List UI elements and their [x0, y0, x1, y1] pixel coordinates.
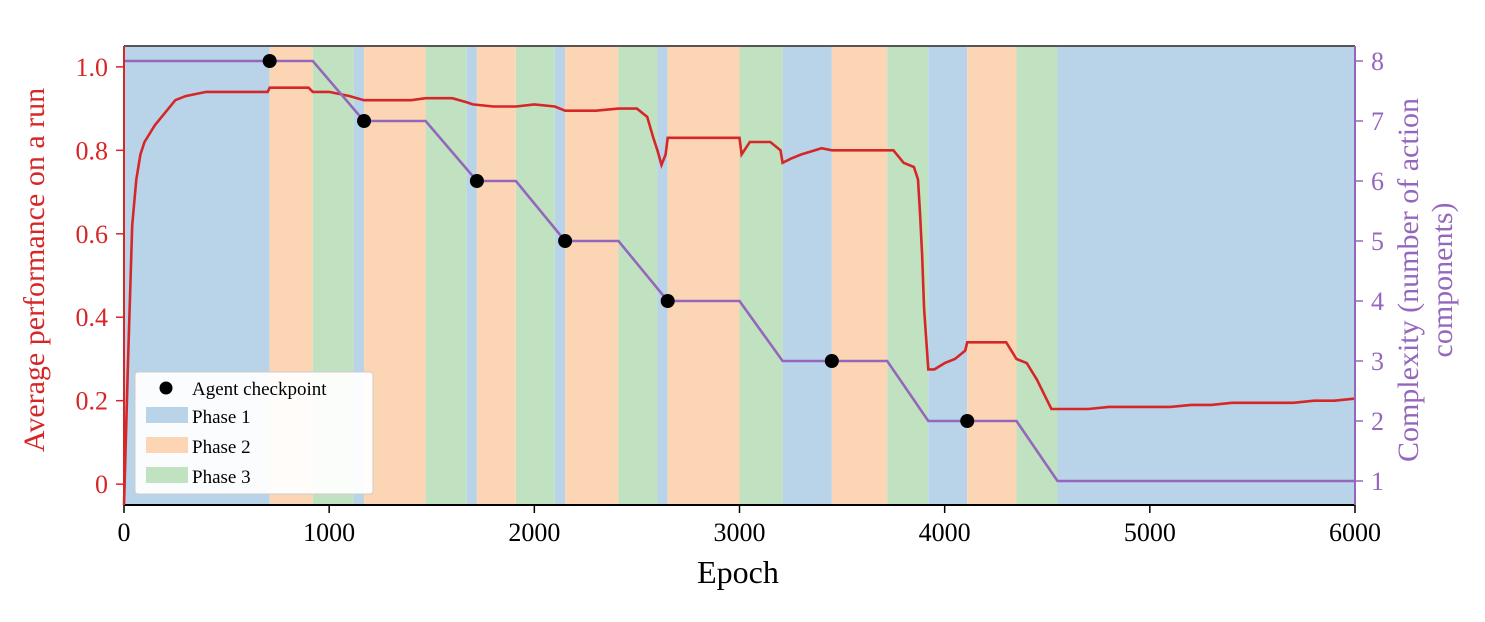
y-right-tick-label: 8 — [1371, 47, 1384, 76]
y-axis-left-label: Average performance on a run — [18, 88, 51, 452]
legend-swatch-phase-1 — [146, 407, 188, 423]
checkpoint-marker — [960, 414, 975, 428]
x-tick-label: 6000 — [1329, 518, 1381, 547]
y-left-tick-label: 1.0 — [76, 53, 109, 82]
legend-label-phase-3: Phase 3 — [192, 467, 251, 488]
checkpoint-marker — [469, 174, 484, 188]
phase-band-1 — [353, 46, 365, 505]
phase-bands — [124, 46, 1355, 505]
phase-band-1 — [928, 46, 968, 505]
y-right-tick-label: 7 — [1371, 107, 1384, 136]
phase-band-3 — [425, 46, 467, 505]
x-axis-label: Epoch — [697, 554, 779, 590]
y-right-tick-label: 3 — [1371, 347, 1384, 376]
phase-band-2 — [476, 46, 516, 505]
legend-label-phase-1: Phase 1 — [192, 407, 251, 428]
legend-checkpoint-marker — [159, 381, 173, 395]
x-tick-label: 0 — [118, 518, 131, 547]
performance-line — [122, 86, 1356, 506]
y-left-tick-label: 0.2 — [76, 387, 109, 416]
legend-label-phase-2: Phase 2 — [192, 437, 251, 458]
phase-band-2 — [565, 46, 619, 505]
legend: Agent checkpoint Phase 1 Phase 2 Phase 3 — [134, 371, 374, 495]
y-right-tick-label: 6 — [1371, 167, 1384, 196]
y-left-tick-label: 0 — [95, 470, 108, 499]
phase-band-2 — [667, 46, 740, 505]
checkpoint-marker — [824, 354, 839, 368]
phase-band-1 — [466, 46, 477, 505]
y-right-tick-label: 5 — [1371, 227, 1384, 256]
phase-band-3 — [887, 46, 929, 505]
legend-box — [134, 371, 374, 495]
checkpoint-marker — [357, 114, 372, 128]
phase-band-2 — [364, 46, 426, 505]
y-right-tick-label: 4 — [1371, 287, 1384, 316]
checkpoint-marker — [660, 294, 675, 308]
y-axis-right-ticks: 1 2 3 4 5 6 7 8 — [1355, 47, 1384, 496]
y-left-tick-label: 0.8 — [76, 136, 109, 165]
checkpoint-markers — [262, 54, 975, 428]
x-tick-label: 4000 — [919, 518, 971, 547]
phase-band-3 — [618, 46, 658, 505]
x-tick-label: 5000 — [1124, 518, 1176, 547]
x-tick-label: 1000 — [303, 518, 355, 547]
phase-band-2 — [831, 46, 888, 505]
y-axis-right-label-line-2: components) — [1426, 203, 1459, 358]
y-left-tick-label: 0.6 — [76, 220, 109, 249]
phase-band-1 — [782, 46, 832, 505]
phase-band-2 — [967, 46, 1017, 505]
legend-swatch-phase-2 — [146, 437, 188, 453]
checkpoint-marker — [262, 54, 277, 68]
x-tick-label: 3000 — [714, 518, 766, 547]
legend-label-agent-checkpoint: Agent checkpoint — [192, 379, 327, 400]
y-axis-left-ticks: 0 0.2 0.4 0.6 0.8 1.0 — [76, 53, 124, 499]
y-left-tick-label: 0.4 — [76, 303, 109, 332]
y-axis-right-label-line-1: Complexity (number of action — [1392, 98, 1425, 462]
y-right-tick-label: 2 — [1371, 407, 1384, 436]
phase-band-3 — [1016, 46, 1058, 505]
phase-band-1 — [657, 46, 668, 505]
phase-band-1 — [554, 46, 566, 505]
phase-band-3 — [515, 46, 555, 505]
x-tick-label: 2000 — [508, 518, 560, 547]
phase-band-3 — [739, 46, 783, 505]
x-axis-ticks: 0 1000 2000 3000 4000 5000 6000 — [118, 505, 1381, 547]
legend-swatch-phase-3 — [146, 467, 188, 483]
y-right-tick-label: 1 — [1371, 467, 1384, 496]
phase-band-1 — [1057, 46, 1355, 505]
checkpoint-marker — [558, 234, 573, 248]
